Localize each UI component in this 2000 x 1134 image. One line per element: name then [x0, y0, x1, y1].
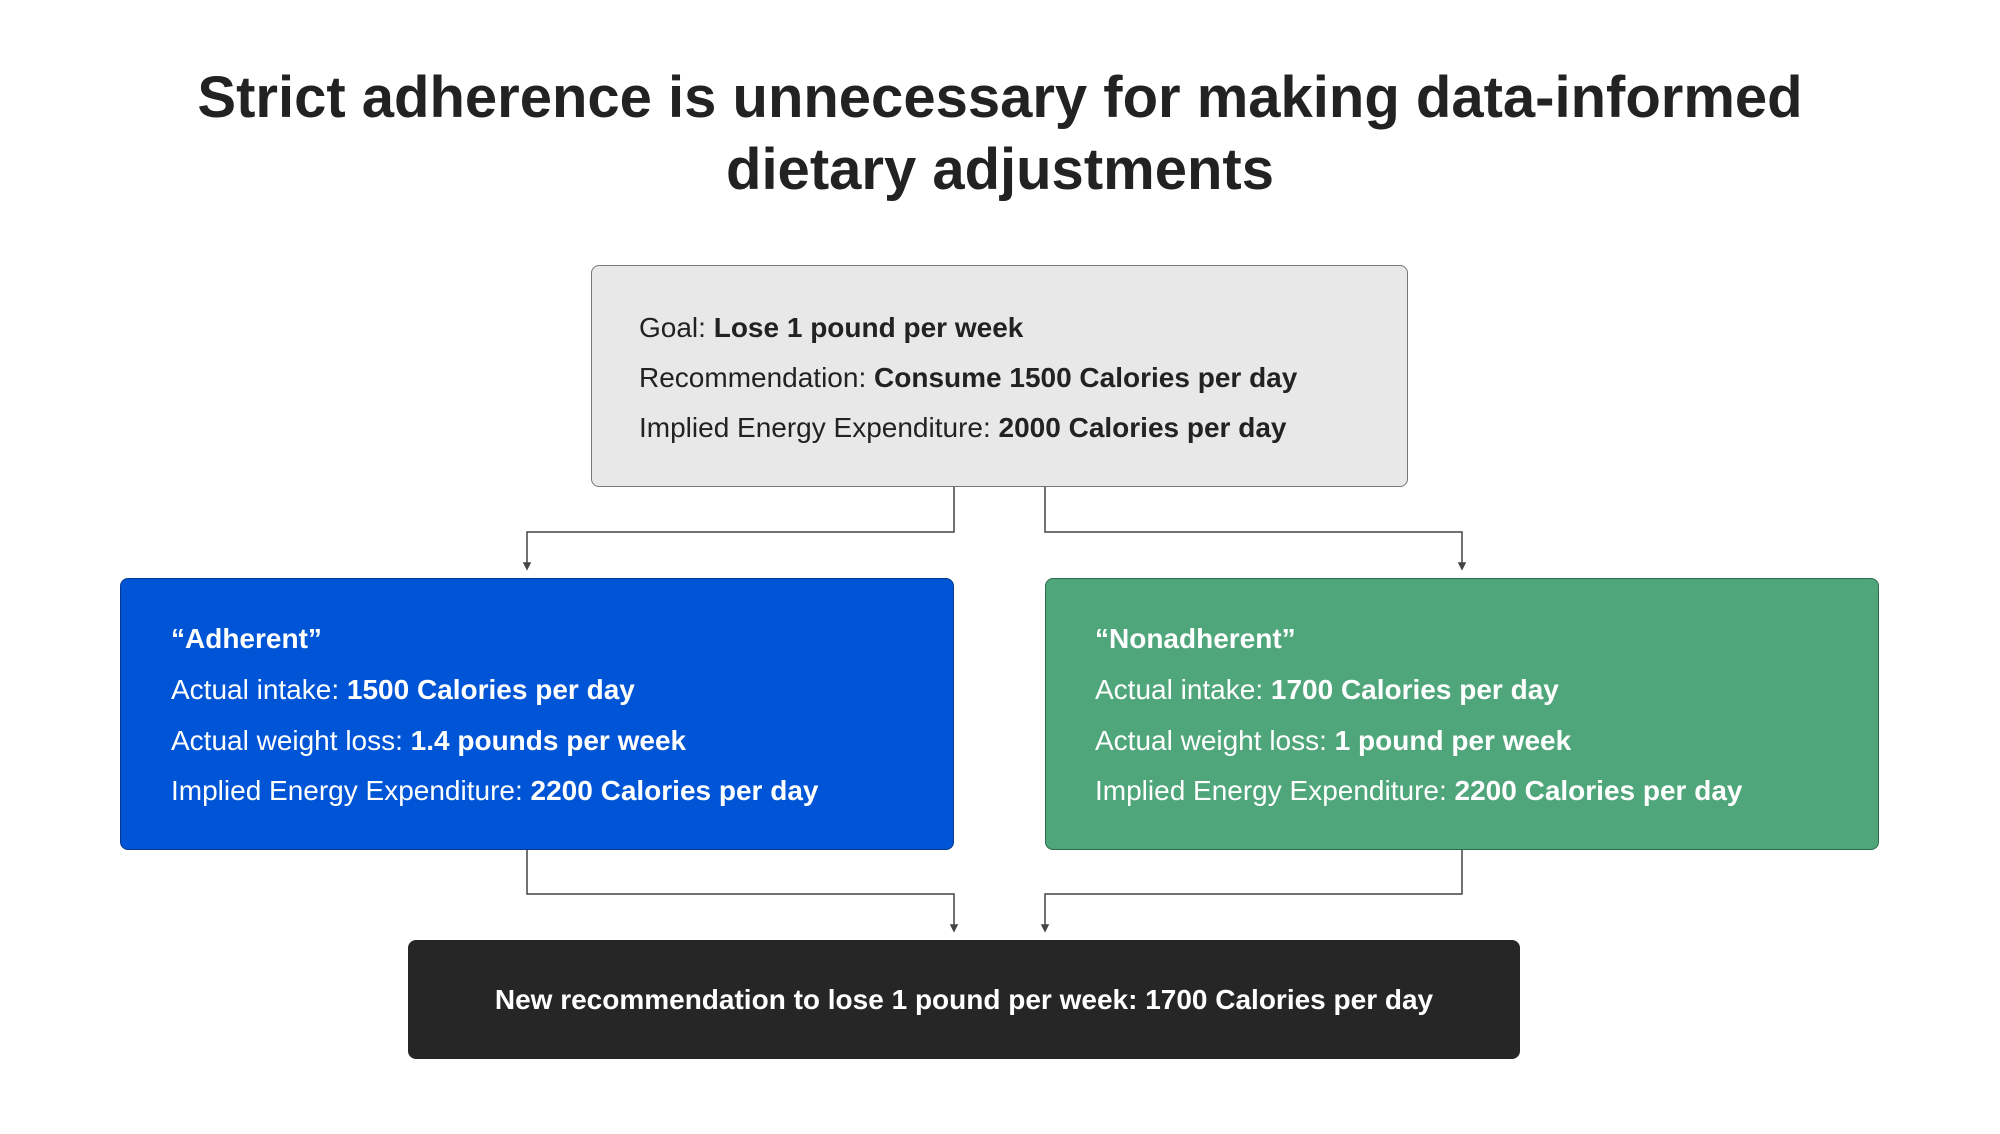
heading-text: “Adherent”: [171, 623, 322, 654]
line: Implied Energy Expenditure: 2200 Calorie…: [1095, 774, 1742, 808]
label: Implied Energy Expenditure:: [171, 775, 523, 806]
connector: [1044, 487, 1463, 565]
adherent-box: “Adherent” Actual intake: 1500 Calories …: [120, 578, 954, 850]
line: Actual weight loss: 1 pound per week: [1095, 724, 1571, 758]
label: Recommendation:: [639, 362, 867, 393]
heading: “Adherent”: [171, 622, 322, 656]
label: Implied Energy Expenditure:: [1095, 775, 1447, 806]
label: Actual intake:: [1095, 674, 1264, 705]
result-box: New recommendation to lose 1 pound per w…: [408, 940, 1520, 1059]
value: Lose 1 pound per week: [713, 312, 1024, 343]
nonadherent-box: “Nonadherent” Actual intake: 1700 Calori…: [1045, 578, 1879, 850]
goal-box: Goal: Lose 1 pound per week Recommendati…: [591, 265, 1408, 487]
heading: “Nonadherent”: [1095, 622, 1296, 656]
connector: [1044, 850, 1463, 927]
label: Implied Energy Expenditure:: [639, 412, 991, 443]
label: Actual weight loss:: [171, 725, 403, 756]
label: Goal:: [639, 312, 706, 343]
value: 2200 Calories per day: [1454, 775, 1743, 806]
arrowhead: [949, 924, 959, 933]
title: Strict adherence is unnecessary for maki…: [197, 65, 1803, 202]
arrowhead: [1040, 924, 1050, 933]
label: Actual intake:: [171, 674, 340, 705]
connector: [526, 487, 955, 565]
heading-text: “Nonadherent”: [1095, 623, 1296, 654]
value: 1 pound per week: [1334, 725, 1572, 756]
line: Actual weight loss: 1.4 pounds per week: [171, 724, 686, 758]
arrowhead: [1457, 562, 1467, 571]
value: 2000 Calories per day: [998, 412, 1287, 443]
line: Goal: Lose 1 pound per week: [639, 311, 1023, 345]
line: Actual intake: 1500 Calories per day: [171, 673, 635, 707]
connector: [526, 850, 955, 927]
arrowhead: [522, 562, 532, 571]
label: Actual weight loss:: [1095, 725, 1327, 756]
result-text: New recommendation to lose 1 pound per w…: [494, 983, 1434, 1015]
value: 1700 Calories per day: [1270, 674, 1559, 705]
value: Consume 1500 Calories per day: [874, 362, 1298, 393]
line: Actual intake: 1700 Calories per day: [1095, 673, 1559, 707]
value: 1.4 pounds per week: [410, 725, 687, 756]
value: 1500 Calories per day: [346, 674, 635, 705]
line: Recommendation: Consume 1500 Calories pe…: [639, 361, 1297, 395]
line: Implied Energy Expenditure: 2000 Calorie…: [639, 411, 1286, 445]
value: 2200 Calories per day: [530, 775, 819, 806]
line: Implied Energy Expenditure: 2200 Calorie…: [171, 774, 818, 808]
